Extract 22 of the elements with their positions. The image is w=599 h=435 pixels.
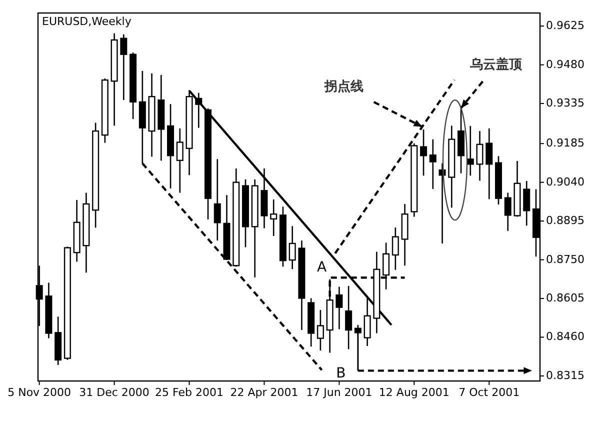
y-tick-label: 0.8605 [546, 291, 584, 304]
annotation: B [336, 365, 346, 382]
y-tick-label: 0.9185 [546, 136, 584, 150]
annotation: A [317, 259, 328, 276]
x-tick-label: 5 Nov 2000 [8, 386, 72, 399]
y-tick-label: 0.8460 [546, 330, 584, 344]
y-tick-label: 0.9480 [546, 58, 584, 71]
x-tick-label: 12 Aug 2001 [378, 386, 450, 399]
x-tick-label: 31 Dec 2000 [79, 386, 150, 399]
y-tick-label: 0.9040 [546, 175, 584, 188]
annotation: 乌云盖顶 [469, 56, 524, 73]
y-tick-label: 0.9335 [546, 96, 584, 110]
y-tick-label: 0.8315 [546, 368, 584, 382]
x-tick-label: 25 Feb 2001 [155, 386, 224, 399]
y-tick-label: 0.8895 [546, 214, 584, 228]
annotation: 拐点线 [324, 78, 364, 94]
x-tick-label: 17 Jun 2001 [306, 386, 372, 399]
y-tick-label: 0.9625 [546, 19, 584, 32]
chart-title: EURUSD,Weekly [42, 15, 132, 28]
x-tick-label: 7 Oct 2001 [458, 386, 520, 399]
y-tick-label: 0.8750 [546, 252, 584, 266]
x-tick-label: 22 Apr 2001 [230, 386, 298, 399]
